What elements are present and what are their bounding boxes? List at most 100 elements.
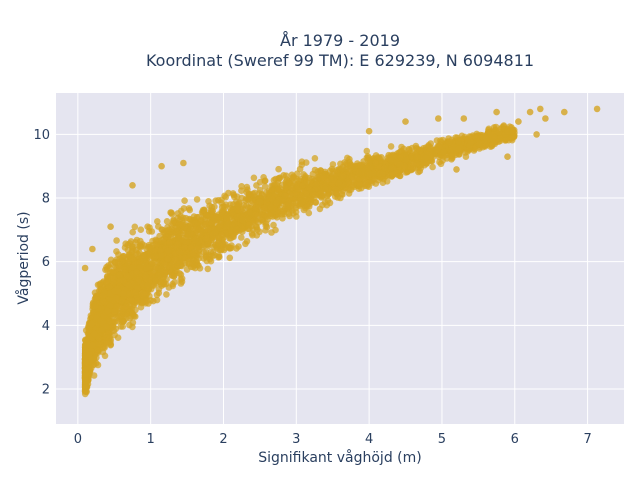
- data-point: [220, 240, 227, 248]
- data-point: [262, 220, 270, 227]
- data-point: [163, 218, 171, 225]
- data-point: [288, 184, 295, 192]
- data-point: [455, 137, 462, 145]
- data-point: [158, 162, 165, 170]
- data-point: [467, 138, 475, 146]
- data-point: [282, 184, 289, 192]
- data-point: [298, 158, 306, 165]
- data-point: [114, 334, 122, 342]
- data-point: [215, 197, 222, 204]
- data-point: [348, 173, 356, 180]
- data-point: [256, 228, 263, 236]
- data-point: [128, 243, 136, 250]
- data-point: [128, 248, 136, 255]
- data-point: [225, 220, 232, 227]
- data-point: [122, 240, 129, 247]
- data-point: [389, 171, 396, 178]
- data-point: [119, 323, 126, 330]
- data-point: [99, 344, 106, 351]
- data-point: [245, 221, 252, 229]
- data-point: [488, 142, 496, 150]
- data-point: [218, 209, 226, 217]
- data-point: [305, 209, 313, 217]
- data-point: [360, 175, 368, 183]
- data-point: [123, 272, 131, 280]
- data-point: [311, 191, 319, 199]
- data-point: [120, 290, 127, 297]
- data-point: [202, 220, 209, 228]
- data-point: [462, 149, 469, 156]
- data-point: [125, 281, 132, 289]
- data-point: [448, 152, 455, 160]
- data-point: [190, 213, 198, 220]
- data-point: [493, 108, 500, 116]
- data-point: [233, 226, 240, 233]
- data-point: [177, 276, 184, 283]
- data-point: [293, 213, 300, 220]
- data-point: [250, 174, 258, 182]
- data-point: [119, 257, 126, 265]
- data-point: [86, 351, 93, 358]
- data-point: [243, 238, 251, 245]
- data-point: [270, 221, 277, 229]
- data-point: [429, 163, 436, 171]
- data-point: [526, 108, 534, 116]
- data-point: [537, 105, 544, 113]
- data-point: [413, 153, 421, 161]
- data-point: [163, 291, 170, 298]
- data-point: [129, 228, 136, 236]
- data-point: [366, 170, 374, 178]
- data-point: [111, 308, 118, 315]
- data-point: [201, 226, 208, 233]
- data-point: [504, 153, 511, 160]
- data-point: [402, 118, 409, 125]
- data-point: [422, 154, 430, 162]
- data-point: [365, 127, 373, 135]
- data-point: [471, 145, 479, 153]
- data-point: [137, 226, 145, 233]
- data-point: [132, 239, 139, 246]
- data-point: [202, 235, 210, 242]
- data-point: [155, 272, 162, 279]
- data-point: [262, 227, 269, 234]
- data-point: [435, 115, 442, 122]
- data-point: [372, 159, 379, 167]
- data-point: [402, 156, 410, 164]
- x-tick-label: 2: [219, 432, 227, 447]
- data-point: [152, 236, 159, 244]
- data-point: [89, 341, 96, 349]
- data-point: [275, 165, 282, 173]
- data-point: [455, 145, 462, 153]
- data-point: [335, 179, 343, 187]
- data-point: [227, 201, 234, 208]
- data-point: [124, 290, 132, 298]
- data-point: [388, 164, 396, 172]
- data-point: [436, 141, 444, 148]
- data-point: [414, 145, 422, 153]
- data-point: [322, 185, 329, 193]
- data-point: [150, 297, 157, 305]
- data-point: [153, 291, 161, 299]
- data-point: [445, 138, 453, 146]
- x-tick-label: 4: [365, 432, 373, 447]
- y-tick-label: 6: [42, 255, 50, 270]
- data-point: [152, 277, 159, 284]
- data-point: [274, 186, 281, 193]
- y-tick-labels: 2 4 6 8 10: [33, 128, 50, 398]
- data-point: [261, 183, 269, 190]
- data-point: [238, 194, 245, 202]
- data-point: [261, 177, 269, 184]
- data-point: [300, 171, 307, 178]
- data-point: [397, 154, 405, 161]
- data-point: [91, 295, 99, 303]
- data-point: [175, 248, 183, 256]
- data-point: [180, 159, 187, 167]
- data-point: [177, 207, 185, 215]
- data-point: [98, 326, 105, 334]
- data-point: [91, 303, 99, 310]
- data-point: [82, 358, 89, 366]
- data-point: [268, 195, 276, 203]
- data-point: [211, 215, 219, 223]
- data-point: [113, 314, 120, 322]
- data-point: [166, 239, 173, 247]
